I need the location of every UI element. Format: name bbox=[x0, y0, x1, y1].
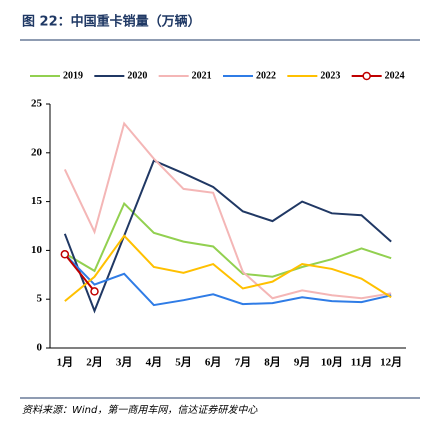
legend-label: 2024 bbox=[385, 70, 405, 81]
series-line bbox=[63, 159, 392, 314]
y-tick-label: 10 bbox=[31, 244, 43, 256]
y-tick-label: 0 bbox=[37, 342, 43, 354]
x-tick-label: 8月 bbox=[264, 356, 281, 369]
x-tick-label: 4月 bbox=[146, 356, 163, 369]
x-tick-label: 11月 bbox=[351, 356, 372, 369]
series-line bbox=[63, 121, 392, 300]
x-tick-label: 3月 bbox=[116, 356, 133, 369]
y-tick-label: 5 bbox=[37, 293, 43, 305]
x-tick-label: 12月 bbox=[380, 356, 402, 369]
x-tick-label: 10月 bbox=[321, 356, 343, 369]
x-tick-label: 9月 bbox=[294, 356, 311, 369]
legend-marker bbox=[362, 71, 371, 81]
x-tick-label: 2月 bbox=[86, 356, 103, 369]
x-tick-label: 1月 bbox=[57, 356, 74, 369]
point bbox=[90, 287, 99, 296]
source: 资料来源：Wind，第一商用车网，信达证券研发中心 bbox=[22, 404, 258, 416]
legend-label: 2019 bbox=[63, 70, 83, 81]
y-tick-label: 15 bbox=[31, 195, 43, 207]
series-line bbox=[64, 253, 392, 307]
x-tick-label: 5月 bbox=[175, 356, 192, 369]
y-tick-label: 25 bbox=[31, 98, 43, 110]
series-line bbox=[64, 234, 392, 302]
legend-label: 2022 bbox=[256, 70, 276, 81]
chart-title: 图 22：中国重卡销量（万辆） bbox=[22, 14, 201, 30]
series-line bbox=[64, 201, 392, 278]
legend-label: 2020 bbox=[127, 70, 147, 81]
x-tick-label: 6月 bbox=[205, 356, 222, 369]
series-line bbox=[64, 253, 96, 293]
legend-label: 2023 bbox=[320, 70, 340, 81]
point bbox=[60, 250, 70, 259]
x-tick-label: 7月 bbox=[235, 356, 252, 369]
legend-label: 2021 bbox=[192, 70, 212, 81]
y-tick-label: 20 bbox=[31, 146, 43, 158]
